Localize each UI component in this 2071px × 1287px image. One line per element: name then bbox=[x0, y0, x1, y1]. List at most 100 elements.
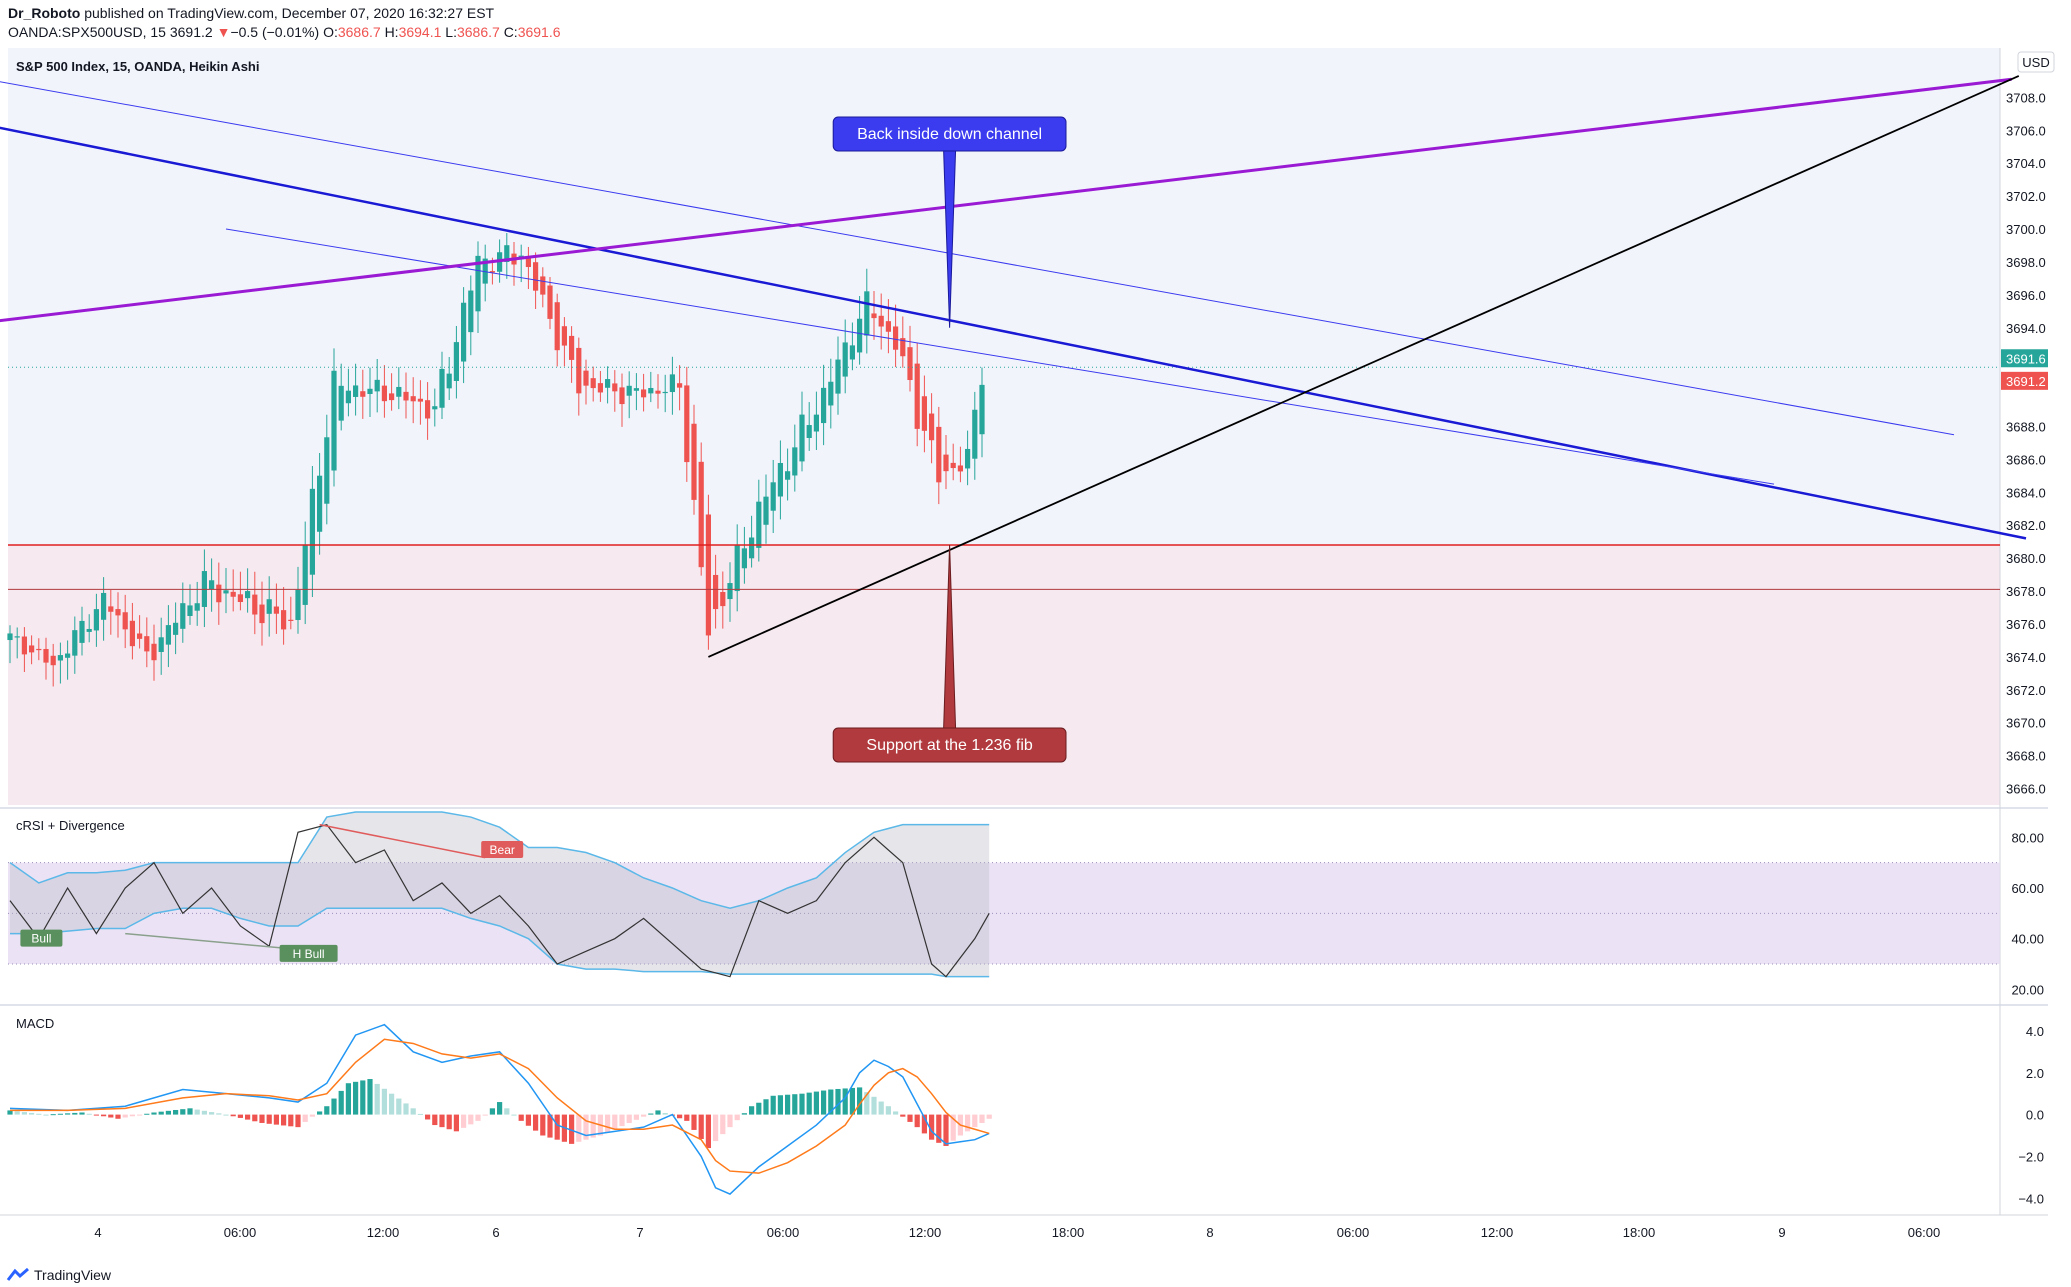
candle[interactable] bbox=[187, 584, 193, 625]
candle[interactable] bbox=[835, 336, 841, 415]
candle[interactable] bbox=[957, 446, 963, 483]
candle[interactable] bbox=[878, 293, 884, 350]
candle[interactable] bbox=[43, 637, 49, 680]
candle[interactable] bbox=[612, 370, 618, 412]
candle[interactable] bbox=[137, 615, 143, 649]
candle[interactable] bbox=[302, 521, 308, 625]
candle[interactable] bbox=[698, 442, 704, 576]
candle[interactable] bbox=[777, 440, 783, 520]
candle[interactable] bbox=[345, 368, 351, 417]
candle[interactable] bbox=[641, 373, 647, 412]
candle[interactable] bbox=[972, 391, 978, 480]
candle[interactable] bbox=[230, 569, 236, 612]
candle[interactable] bbox=[273, 583, 279, 634]
candle[interactable] bbox=[965, 430, 971, 486]
candle[interactable] bbox=[713, 554, 719, 629]
candle[interactable] bbox=[849, 322, 855, 371]
candle[interactable] bbox=[727, 562, 733, 622]
candle[interactable] bbox=[576, 337, 582, 416]
candle[interactable] bbox=[792, 424, 798, 492]
candle[interactable] bbox=[353, 363, 359, 416]
candle[interactable] bbox=[115, 592, 121, 638]
candle[interactable] bbox=[432, 388, 438, 427]
candle[interactable] bbox=[569, 326, 575, 383]
candle[interactable] bbox=[633, 373, 639, 411]
crsi-lower-line[interactable] bbox=[10, 907, 990, 978]
candle[interactable] bbox=[533, 252, 539, 310]
candle[interactable] bbox=[900, 316, 906, 368]
candle[interactable] bbox=[605, 366, 611, 404]
candle[interactable] bbox=[324, 414, 330, 525]
candle[interactable] bbox=[209, 558, 215, 612]
candle[interactable] bbox=[936, 406, 942, 505]
candle[interactable] bbox=[252, 571, 258, 635]
candle[interactable] bbox=[468, 275, 474, 356]
candle[interactable] bbox=[871, 290, 877, 340]
candle[interactable] bbox=[7, 625, 13, 664]
candle[interactable] bbox=[597, 370, 603, 402]
candle[interactable] bbox=[79, 606, 85, 656]
candle[interactable] bbox=[439, 351, 445, 420]
candle[interactable] bbox=[482, 244, 488, 302]
down-channel-upper-line[interactable] bbox=[0, 81, 1955, 436]
candle[interactable] bbox=[417, 380, 423, 425]
candle[interactable] bbox=[396, 367, 402, 410]
candle[interactable] bbox=[36, 638, 42, 661]
candle[interactable] bbox=[453, 325, 459, 399]
candle[interactable] bbox=[144, 617, 150, 668]
candle[interactable] bbox=[583, 359, 589, 405]
candle[interactable] bbox=[180, 582, 186, 643]
candle[interactable] bbox=[720, 571, 726, 629]
candle[interactable] bbox=[223, 568, 229, 614]
candle[interactable] bbox=[705, 494, 711, 650]
purple-trend-line[interactable] bbox=[0, 77, 2012, 323]
author-name[interactable]: Dr_Roboto bbox=[8, 5, 81, 21]
candle[interactable] bbox=[828, 358, 834, 429]
crsi-pane[interactable]: Bull H Bull Bear bbox=[8, 811, 2000, 978]
candle[interactable] bbox=[626, 371, 632, 419]
candle[interactable] bbox=[288, 596, 294, 630]
candle[interactable] bbox=[101, 577, 107, 641]
candle[interactable] bbox=[309, 466, 315, 598]
down-channel-inner-line[interactable] bbox=[225, 228, 1775, 485]
candle[interactable] bbox=[165, 605, 171, 668]
candle[interactable] bbox=[741, 526, 747, 584]
candle[interactable] bbox=[14, 627, 20, 659]
candle[interactable] bbox=[749, 515, 755, 568]
candle[interactable] bbox=[266, 576, 272, 637]
candle[interactable] bbox=[950, 443, 956, 481]
candle[interactable] bbox=[547, 276, 553, 330]
black-trend-line[interactable] bbox=[708, 75, 2020, 658]
candle[interactable] bbox=[403, 372, 409, 419]
candle[interactable] bbox=[677, 365, 683, 411]
candle[interactable] bbox=[857, 295, 863, 365]
signal-line[interactable] bbox=[10, 1038, 990, 1174]
candle[interactable] bbox=[389, 373, 395, 411]
candle[interactable] bbox=[374, 359, 380, 413]
candle[interactable] bbox=[86, 614, 92, 643]
candle[interactable] bbox=[561, 317, 567, 367]
candle[interactable] bbox=[29, 635, 35, 665]
candle[interactable] bbox=[770, 459, 776, 534]
candle[interactable] bbox=[425, 382, 431, 440]
candle[interactable] bbox=[734, 524, 740, 612]
candle[interactable] bbox=[619, 373, 625, 427]
candle[interactable] bbox=[338, 363, 344, 431]
candle[interactable] bbox=[763, 474, 769, 544]
candle[interactable] bbox=[684, 366, 690, 482]
divergence-label[interactable]: H Bull bbox=[279, 944, 338, 962]
candle[interactable] bbox=[893, 304, 899, 368]
candle[interactable] bbox=[813, 391, 819, 450]
candle[interactable] bbox=[842, 319, 848, 394]
candle[interactable] bbox=[821, 364, 827, 446]
crsi-upper-line[interactable] bbox=[9, 811, 990, 910]
divergence-label[interactable]: Bear bbox=[481, 841, 524, 858]
candle[interactable] bbox=[756, 479, 762, 562]
candle[interactable] bbox=[237, 571, 243, 611]
candle[interactable] bbox=[691, 404, 697, 515]
candle[interactable] bbox=[151, 624, 157, 681]
candle[interactable] bbox=[979, 367, 985, 458]
callout-channel[interactable]: Back inside down channel bbox=[832, 116, 1067, 328]
crsi-line[interactable] bbox=[9, 823, 990, 978]
candle[interactable] bbox=[65, 640, 71, 680]
